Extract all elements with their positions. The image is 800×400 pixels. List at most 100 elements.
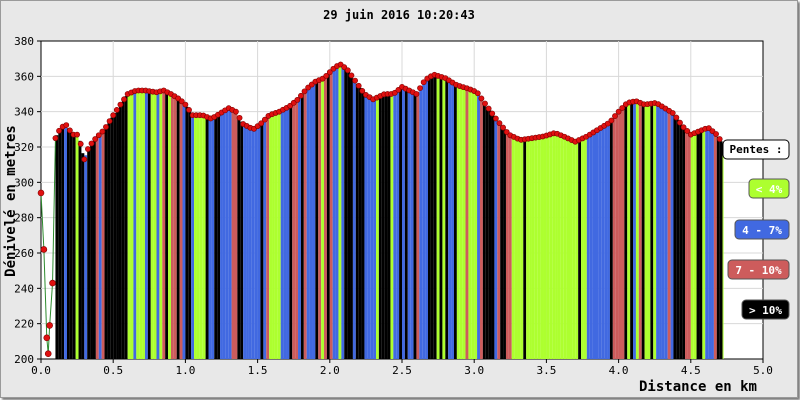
slope-band <box>202 115 206 360</box>
slope-band <box>557 134 561 359</box>
slope-band <box>309 85 313 360</box>
slope-band <box>676 119 680 359</box>
slope-band <box>719 141 723 359</box>
slope-band <box>182 103 186 360</box>
slope-band <box>133 91 137 360</box>
slope-band <box>159 91 163 359</box>
y-tick-label: 200 <box>14 353 34 366</box>
slope-band <box>583 137 587 359</box>
slope-band <box>130 92 134 359</box>
slope-band <box>150 91 154 359</box>
profile-point <box>298 92 304 99</box>
slope-band <box>176 98 180 360</box>
profile-point <box>63 122 70 128</box>
slope-band <box>508 135 512 359</box>
slope-band <box>199 115 203 359</box>
y-tick-label: 340 <box>14 106 34 119</box>
legend-entry: 7 - 10% <box>727 259 790 280</box>
profile-point <box>348 72 355 79</box>
x-tick-label: 1.0 <box>175 364 195 377</box>
x-tick-label: 4.0 <box>609 364 629 377</box>
slope-band <box>110 117 114 359</box>
y-tick-label: 260 <box>14 247 34 260</box>
profile-point <box>323 72 330 79</box>
legend-label: > 10% <box>749 304 782 317</box>
legend-label: 4 - 7% <box>742 224 782 237</box>
profile-point <box>56 127 62 134</box>
profile-point <box>182 101 189 108</box>
profile-point <box>326 69 333 76</box>
slope-band <box>679 123 683 359</box>
slope-band <box>653 103 657 359</box>
slope-band <box>635 101 639 360</box>
slope-band <box>208 118 212 360</box>
slope-band <box>638 102 642 359</box>
slope-band <box>142 90 145 359</box>
legend-label: < 4% <box>756 183 783 196</box>
slope-band <box>575 141 579 359</box>
slope-band <box>560 135 564 359</box>
slope-band <box>430 75 434 359</box>
slope-band <box>549 134 553 359</box>
slope-band <box>448 80 452 359</box>
slope-band <box>543 135 547 359</box>
slope-band <box>121 100 125 360</box>
slope-band <box>214 116 218 359</box>
profile-point <box>49 279 56 287</box>
slope-band <box>263 119 267 359</box>
slope-band <box>69 132 73 359</box>
profile-point <box>478 95 485 102</box>
slope-band <box>124 96 128 360</box>
slope-band <box>552 133 556 359</box>
legend-swatch <box>727 259 790 280</box>
slope-band <box>384 94 388 359</box>
slope-band <box>61 126 65 359</box>
slope-band <box>315 81 319 360</box>
profile-point <box>713 131 719 137</box>
y-tick-label: 300 <box>14 176 34 189</box>
slope-band <box>350 75 353 359</box>
profile-point <box>52 135 59 142</box>
x-tick-label: 0.5 <box>103 364 123 377</box>
slope-band <box>266 116 270 359</box>
slope-band <box>482 102 486 360</box>
profile-point <box>604 120 611 127</box>
x-tick-label: 2.5 <box>392 364 412 377</box>
x-tick-label: 4.5 <box>681 364 701 377</box>
slope-band <box>156 91 160 359</box>
profile-point <box>619 105 626 111</box>
profile-point <box>677 119 683 126</box>
slope-band <box>367 96 371 360</box>
slope-band <box>511 136 515 359</box>
slope-band <box>378 95 382 360</box>
profile-markers <box>37 61 723 358</box>
slope-band <box>234 111 238 360</box>
slope-band <box>433 75 437 359</box>
slope-band <box>81 153 85 359</box>
slope-band <box>381 94 385 359</box>
slope-band <box>173 96 177 360</box>
slope-band <box>162 90 166 359</box>
slope-band <box>329 70 333 359</box>
slope-band <box>280 110 284 360</box>
profile-point <box>85 146 91 152</box>
slope-band <box>303 90 307 359</box>
slope-band <box>188 110 192 360</box>
slope-band <box>465 88 469 359</box>
slope-band <box>72 134 76 359</box>
slope-band <box>514 137 518 359</box>
slope-band <box>413 93 417 359</box>
y-tick-label: 320 <box>14 141 34 154</box>
slope-band <box>341 66 345 359</box>
slope-band <box>711 131 714 359</box>
slope-band <box>615 113 619 359</box>
slope-band <box>295 100 299 359</box>
slope-band <box>274 112 278 359</box>
profile-point <box>352 77 358 84</box>
profile-point <box>103 124 109 130</box>
slope-band <box>500 125 504 359</box>
slope-band <box>503 129 506 359</box>
slope-band <box>300 94 304 359</box>
